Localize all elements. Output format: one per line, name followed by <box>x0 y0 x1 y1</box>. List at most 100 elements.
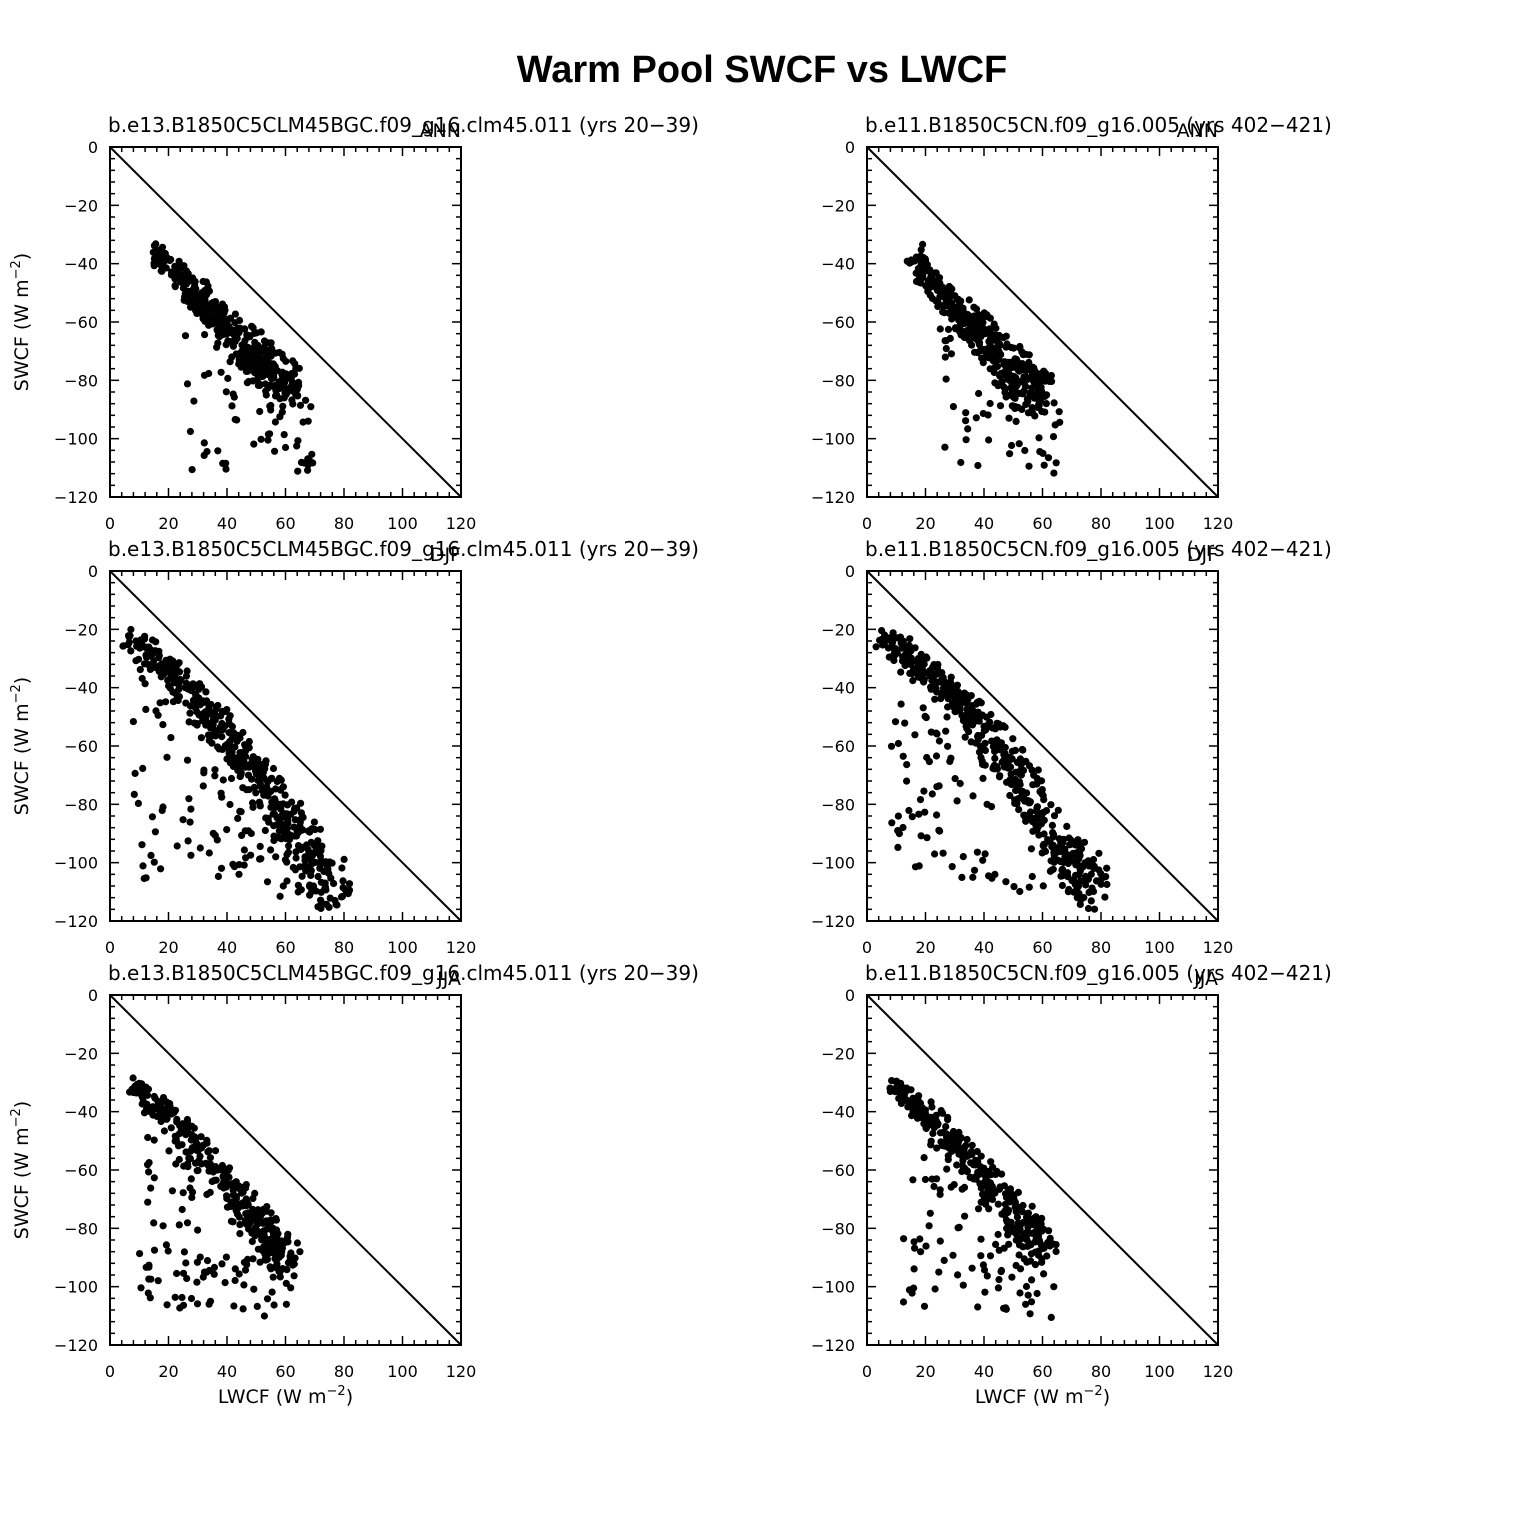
data-point <box>1018 1208 1026 1216</box>
data-point <box>137 1085 146 1093</box>
data-point <box>197 295 205 303</box>
data-point <box>274 1230 282 1238</box>
data-point <box>968 1264 976 1272</box>
data-point <box>306 881 314 889</box>
data-point <box>974 1303 982 1311</box>
y-axis-label: SWCF (W m−2) <box>9 677 33 815</box>
data-point <box>916 1235 924 1243</box>
data-point <box>242 744 250 752</box>
data-point <box>973 349 982 357</box>
data-point <box>1030 394 1038 402</box>
data-point <box>973 848 982 856</box>
data-point <box>152 258 160 266</box>
data-point <box>255 345 263 353</box>
data-point <box>157 673 165 681</box>
data-point <box>905 641 913 650</box>
season-label: JJA <box>436 968 461 990</box>
data-point <box>911 1104 919 1112</box>
data-point <box>311 849 319 857</box>
data-point <box>1005 1240 1013 1248</box>
data-point <box>282 1300 290 1308</box>
x-axis-label-exponent: −2 <box>1084 1384 1103 1399</box>
data-point <box>284 848 292 857</box>
data-point <box>990 761 999 770</box>
data-point <box>986 399 994 408</box>
data-point <box>1052 1247 1060 1256</box>
data-point <box>1066 841 1074 849</box>
data-point <box>912 657 921 666</box>
data-point <box>185 795 193 803</box>
data-point <box>179 816 187 824</box>
data-point <box>127 647 135 655</box>
data-point <box>899 752 907 760</box>
data-point <box>1042 400 1050 408</box>
data-point <box>232 1193 240 1201</box>
data-point <box>183 380 192 388</box>
data-point <box>144 1198 152 1206</box>
data-point <box>227 774 236 783</box>
scatter-panel-6: b.e11.B1850C5CN.f09_g16.005 (yrs 402−421… <box>811 961 1332 1408</box>
data-point <box>1040 1270 1048 1278</box>
data-point <box>326 894 334 902</box>
data-point <box>182 280 190 288</box>
data-point <box>187 1175 195 1183</box>
data-point <box>1019 746 1027 754</box>
data-point <box>917 832 925 840</box>
data-point <box>974 461 982 470</box>
data-point <box>193 1167 201 1175</box>
data-point <box>996 402 1005 410</box>
data-point <box>297 886 305 894</box>
data-point <box>970 866 979 874</box>
data-point <box>1016 1265 1025 1273</box>
data-point <box>906 635 914 643</box>
data-point <box>164 1101 172 1109</box>
data-point <box>294 842 303 850</box>
data-point <box>983 1272 991 1280</box>
data-point <box>1014 1188 1023 1196</box>
data-point <box>248 1237 256 1246</box>
data-point <box>252 789 260 797</box>
data-point <box>976 1163 985 1171</box>
data-point <box>969 873 977 881</box>
data-point <box>986 314 994 322</box>
axis-ticks <box>109 994 462 1346</box>
data-point <box>144 1289 152 1297</box>
data-point <box>1025 762 1033 770</box>
data-point <box>1076 867 1084 875</box>
data-point <box>919 656 927 664</box>
data-point <box>283 1233 292 1241</box>
data-point <box>1011 775 1020 784</box>
data-point <box>267 846 275 854</box>
data-point <box>184 683 192 692</box>
data-point <box>260 1312 268 1320</box>
data-point <box>244 771 253 779</box>
data-point <box>932 1117 941 1125</box>
data-point <box>175 1221 183 1229</box>
data-point <box>267 401 275 410</box>
x-tick-label: 80 <box>334 514 354 533</box>
data-point <box>954 1224 962 1232</box>
data-point <box>967 1159 975 1167</box>
data-point <box>898 657 907 665</box>
data-point <box>282 1279 290 1287</box>
data-point <box>982 713 991 721</box>
data-point <box>935 826 943 834</box>
data-point <box>258 1235 266 1243</box>
data-point <box>167 734 175 742</box>
data-point <box>935 782 943 790</box>
data-point <box>211 1147 220 1155</box>
data-point <box>1048 821 1056 830</box>
data-point <box>1040 830 1048 838</box>
y-tick-label: −60 <box>821 1161 855 1180</box>
reference-line <box>109 146 462 498</box>
data-point <box>315 858 323 867</box>
data-point <box>175 263 183 271</box>
data-point <box>1013 800 1021 808</box>
data-point <box>942 727 950 735</box>
data-point <box>202 688 210 696</box>
x-tick-label: 100 <box>387 514 418 533</box>
data-point <box>192 1159 200 1167</box>
data-point <box>339 877 347 885</box>
y-axis-label-base: SWCF (W m <box>11 279 33 391</box>
data-point <box>127 625 135 634</box>
